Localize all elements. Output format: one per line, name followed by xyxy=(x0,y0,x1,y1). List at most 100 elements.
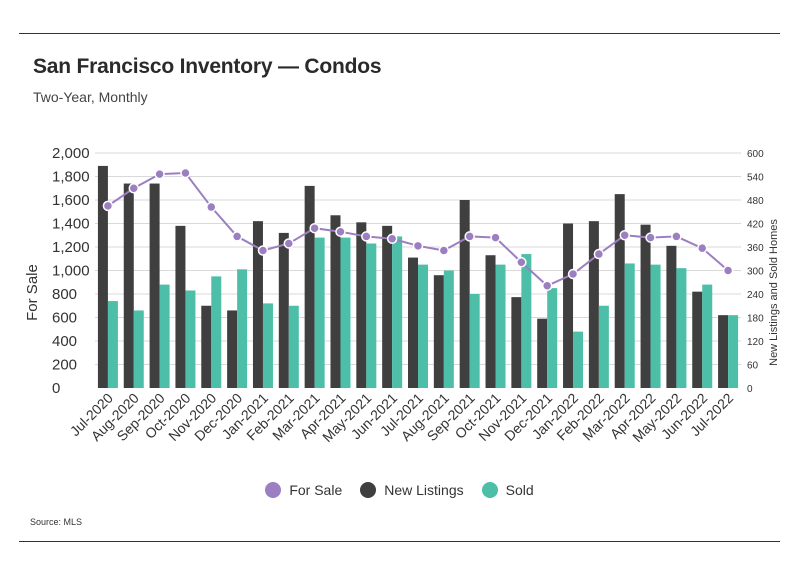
legend-item-new-listings: New Listings xyxy=(360,482,464,498)
right-axis-tick-label: 60 xyxy=(747,361,759,372)
left-axis-tick-label: 1,200 xyxy=(52,239,90,256)
left-axis-tick-label: 1,400 xyxy=(52,216,90,233)
right-axis-tick-label: 180 xyxy=(747,314,764,325)
right-axis-tick-label: 540 xyxy=(747,173,764,184)
right-axis-tick-label: 480 xyxy=(747,196,764,207)
point-for-sale xyxy=(206,201,217,213)
bar-sold xyxy=(469,294,480,388)
bar-sold xyxy=(676,268,687,388)
bar-new-listings xyxy=(252,221,263,388)
bar-new-listings xyxy=(175,225,186,388)
bar-new-listings xyxy=(511,297,522,388)
bar-sold xyxy=(547,288,558,388)
bar-new-listings xyxy=(640,224,651,388)
point-for-sale xyxy=(696,242,708,254)
bar-sold xyxy=(211,276,222,388)
point-for-sale xyxy=(283,238,295,249)
legend-label-for-sale: For Sale xyxy=(289,482,343,498)
legend: For Sale New Listings Sold xyxy=(0,482,799,498)
bar-new-listings xyxy=(433,275,444,388)
legend-item-sold: Sold xyxy=(481,482,534,498)
bar-sold xyxy=(598,305,609,388)
bar-sold xyxy=(521,254,532,388)
right-axis-tick-label: 600 xyxy=(747,149,764,160)
point-for-sale xyxy=(154,168,165,180)
bar-sold xyxy=(133,310,144,388)
bar-sold xyxy=(262,303,273,388)
right-axis-tick-label: 300 xyxy=(747,267,764,278)
bar-new-listings xyxy=(537,318,548,388)
right-axis-tick-label: 420 xyxy=(747,220,764,231)
point-for-sale xyxy=(567,268,579,280)
left-axis-tick-label: 1,600 xyxy=(52,192,90,209)
bar-sold xyxy=(728,315,739,388)
bar-new-listings xyxy=(666,245,677,388)
point-for-sale xyxy=(593,248,605,260)
point-for-sale xyxy=(102,200,114,212)
legend-swatch-for-sale xyxy=(265,482,282,498)
point-for-sale xyxy=(645,232,656,243)
point-for-sale xyxy=(412,240,424,252)
bar-sold xyxy=(340,237,351,388)
right-axis-tick-label: 0 xyxy=(747,384,753,395)
left-axis-tick-label: 200 xyxy=(52,357,77,374)
bar-sold xyxy=(418,264,428,388)
right-axis-tick-label: 120 xyxy=(747,337,764,348)
bar-sold xyxy=(107,301,118,388)
point-for-sale xyxy=(128,183,140,194)
point-for-sale xyxy=(361,231,372,242)
legend-label-new-listings: New Listings xyxy=(384,482,464,498)
right-axis-tick-label: 240 xyxy=(747,290,764,301)
source-note: Source: MLS xyxy=(30,517,83,527)
right-axis-label: New Listings and Sold Homes xyxy=(768,219,780,366)
point-for-sale xyxy=(257,245,269,256)
bottom-rule xyxy=(19,541,780,542)
bar-new-listings xyxy=(330,215,341,388)
bar-new-listings xyxy=(485,255,496,388)
left-axis-tick-label: 2,000 xyxy=(52,145,90,162)
bar-new-listings xyxy=(97,165,108,388)
point-for-sale xyxy=(335,226,346,237)
point-for-sale xyxy=(490,232,501,243)
bar-new-listings xyxy=(356,222,367,388)
chart-subtitle: Two-Year, Monthly xyxy=(33,89,148,105)
left-axis-tick-label: 1,800 xyxy=(52,169,90,186)
point-for-sale xyxy=(180,167,191,179)
bar-sold xyxy=(185,290,196,388)
legend-item-for-sale: For Sale xyxy=(265,482,342,498)
bar-sold xyxy=(314,237,325,388)
bar-new-listings xyxy=(614,194,625,388)
bar-sold xyxy=(392,236,403,388)
bar-new-listings xyxy=(563,223,574,388)
legend-swatch-sold xyxy=(481,482,498,498)
point-for-sale xyxy=(619,230,630,241)
left-axis-tick-label: 0 xyxy=(52,380,60,397)
bar-sold xyxy=(366,243,377,388)
bar-sold xyxy=(573,331,584,388)
point-for-sale xyxy=(309,222,320,234)
point-for-sale xyxy=(438,245,450,256)
bar-new-listings xyxy=(304,185,315,388)
point-for-sale xyxy=(516,257,527,268)
legend-label-sold: Sold xyxy=(505,482,534,498)
bar-new-listings xyxy=(149,183,160,388)
bar-sold xyxy=(288,305,299,388)
bar-new-listings xyxy=(692,291,703,388)
left-axis-tick-label: 1,000 xyxy=(52,263,90,280)
bar-sold xyxy=(624,263,635,388)
point-for-sale xyxy=(464,231,475,242)
top-rule xyxy=(19,33,780,34)
left-axis-tick-label: 600 xyxy=(52,310,77,327)
bar-new-listings xyxy=(408,257,418,388)
bar-sold xyxy=(650,264,661,388)
left-axis-label: For Sale xyxy=(24,264,41,321)
point-for-sale xyxy=(541,280,553,292)
point-for-sale xyxy=(671,231,682,242)
bar-new-listings xyxy=(123,183,134,388)
right-axis-tick-label: 360 xyxy=(747,243,764,254)
bar-sold xyxy=(495,264,506,388)
bar-sold xyxy=(159,284,170,388)
bar-sold xyxy=(237,269,248,388)
legend-swatch-new-listings xyxy=(360,482,377,498)
